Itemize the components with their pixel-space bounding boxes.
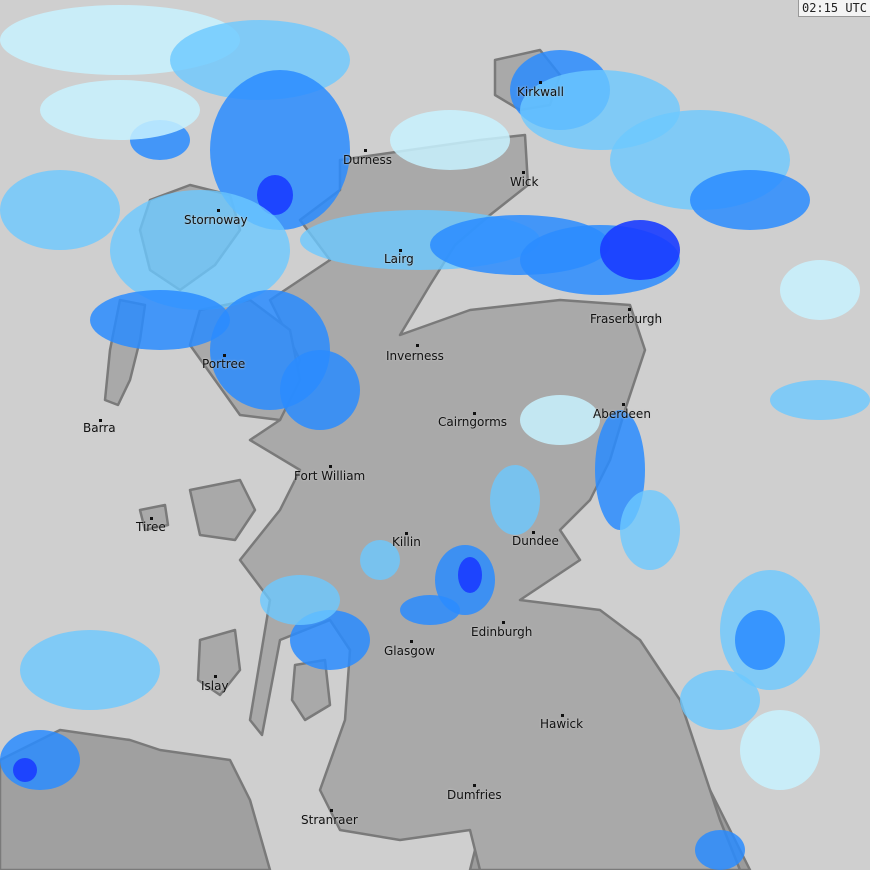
rain-cell xyxy=(257,175,293,215)
town-marker xyxy=(502,621,505,624)
town-label: Inverness xyxy=(386,349,444,363)
rain-cell xyxy=(110,190,290,310)
town-label: Fort William xyxy=(294,469,366,483)
town-marker xyxy=(330,809,333,812)
town-label: Stornoway xyxy=(184,213,248,227)
town-label: Stranraer xyxy=(301,813,358,827)
town-marker xyxy=(99,419,102,422)
rain-cell xyxy=(458,557,482,593)
town-marker xyxy=(628,308,631,311)
rain-cell xyxy=(40,80,200,140)
town-label: Aberdeen xyxy=(593,407,651,421)
town-label: Durness xyxy=(343,153,393,167)
rain-cell xyxy=(695,830,745,870)
rain-cell xyxy=(290,610,370,670)
rain-layer xyxy=(0,5,870,870)
isle-of-tiree xyxy=(138,503,170,532)
rain-cell xyxy=(740,710,820,790)
town-label: Edinburgh xyxy=(471,625,533,639)
town-marker xyxy=(223,354,226,357)
town-marker xyxy=(399,249,402,252)
rain-cell xyxy=(280,350,360,430)
rain-cell xyxy=(780,260,860,320)
rain-cell xyxy=(620,490,680,570)
rain-cell xyxy=(0,730,80,790)
rain-cell xyxy=(360,540,400,580)
town-marker xyxy=(416,344,419,347)
rain-cell xyxy=(13,758,37,782)
rain-cell xyxy=(770,380,870,420)
town-label: Portree xyxy=(202,357,246,371)
town-marker xyxy=(364,149,367,152)
town-marker xyxy=(473,412,476,415)
rain-cell xyxy=(680,670,760,730)
isle-of-islay xyxy=(196,628,242,697)
rain-cell xyxy=(735,610,785,670)
town-label: Wick xyxy=(510,175,539,189)
rain-cell xyxy=(690,170,810,230)
town-label: Hawick xyxy=(540,717,584,731)
town-label: Islay xyxy=(201,679,229,693)
town-label: Glasgow xyxy=(384,644,436,658)
town-label: Killin xyxy=(392,535,421,549)
rain-cell xyxy=(490,465,540,535)
town-marker xyxy=(622,403,625,406)
rain-cell xyxy=(0,170,120,250)
town-label: Kirkwall xyxy=(517,85,564,99)
rain-cell xyxy=(600,220,680,280)
town-label: Tiree xyxy=(136,520,166,534)
town-label: Dumfries xyxy=(447,788,502,802)
rain-cell xyxy=(210,70,350,230)
town-label: Barra xyxy=(83,421,116,435)
town-marker xyxy=(405,532,408,535)
rain-cell xyxy=(260,575,340,625)
rain-cell xyxy=(90,290,230,350)
town-marker xyxy=(410,640,413,643)
timestamp: 02:15 UTC xyxy=(797,0,870,17)
town-marker xyxy=(532,531,535,534)
town-marker xyxy=(473,784,476,787)
town-label: Lairg xyxy=(384,252,414,266)
town-label: Fraserburgh xyxy=(590,312,663,326)
rain-cell xyxy=(400,595,460,625)
town-marker xyxy=(214,675,217,678)
isle-of-mull xyxy=(188,478,257,542)
rain-cell xyxy=(520,395,600,445)
rain-cell xyxy=(20,630,160,710)
town-label: Cairngorms xyxy=(438,415,508,429)
town-marker xyxy=(329,465,332,468)
town-marker xyxy=(539,81,542,84)
rain-cell xyxy=(390,110,510,170)
town-marker xyxy=(561,714,564,717)
town-marker xyxy=(522,171,525,174)
town-marker xyxy=(217,209,220,212)
town-label: Dundee xyxy=(512,534,559,548)
town-marker xyxy=(150,517,153,520)
